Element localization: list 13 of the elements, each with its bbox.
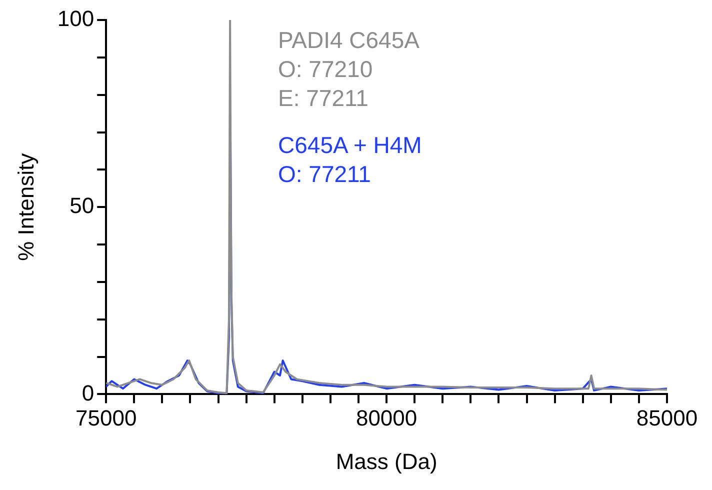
annotation: O: 77211: [278, 160, 372, 189]
x-axis-title: Mass (Da): [336, 448, 438, 474]
y-tick-label: 50: [70, 193, 94, 218]
x-tick-label: 80000: [356, 405, 418, 430]
y-tick-label: 0: [82, 380, 94, 406]
annotation: E: 77211: [278, 84, 370, 113]
text: C645A + H4M: [278, 131, 422, 160]
x-tick-label: 75000: [76, 405, 137, 430]
y-tick-label: 100: [57, 6, 94, 32]
annotation: O: 77210: [278, 55, 374, 84]
text: PADI4 C645A: [278, 26, 420, 55]
x-tick-label: 85000: [636, 405, 698, 430]
y-axis-title: % Intensity: [13, 153, 38, 261]
